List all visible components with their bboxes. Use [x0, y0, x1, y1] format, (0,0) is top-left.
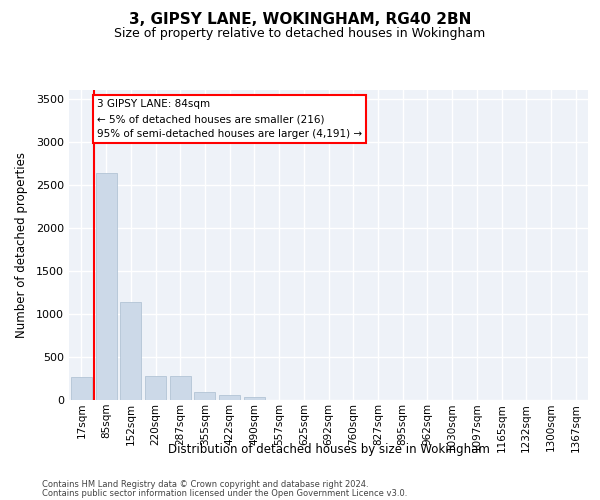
Bar	[194, 392, 215, 400]
Bar	[219, 396, 240, 400]
Y-axis label: Number of detached properties: Number of detached properties	[14, 152, 28, 338]
Text: Contains HM Land Registry data © Crown copyright and database right 2024.: Contains HM Land Registry data © Crown c…	[42, 480, 368, 489]
Bar	[145, 376, 166, 400]
Bar	[170, 376, 191, 400]
Text: Size of property relative to detached houses in Wokingham: Size of property relative to detached ho…	[115, 28, 485, 40]
Text: 3, GIPSY LANE, WOKINGHAM, RG40 2BN: 3, GIPSY LANE, WOKINGHAM, RG40 2BN	[129, 12, 471, 28]
Text: 3 GIPSY LANE: 84sqm
← 5% of detached houses are smaller (216)
95% of semi-detach: 3 GIPSY LANE: 84sqm ← 5% of detached hou…	[97, 100, 362, 139]
Text: Contains public sector information licensed under the Open Government Licence v3: Contains public sector information licen…	[42, 490, 407, 498]
Bar	[120, 302, 141, 400]
Bar	[95, 172, 116, 400]
Bar	[71, 377, 92, 400]
Bar	[244, 396, 265, 400]
Text: Distribution of detached houses by size in Wokingham: Distribution of detached houses by size …	[168, 442, 490, 456]
